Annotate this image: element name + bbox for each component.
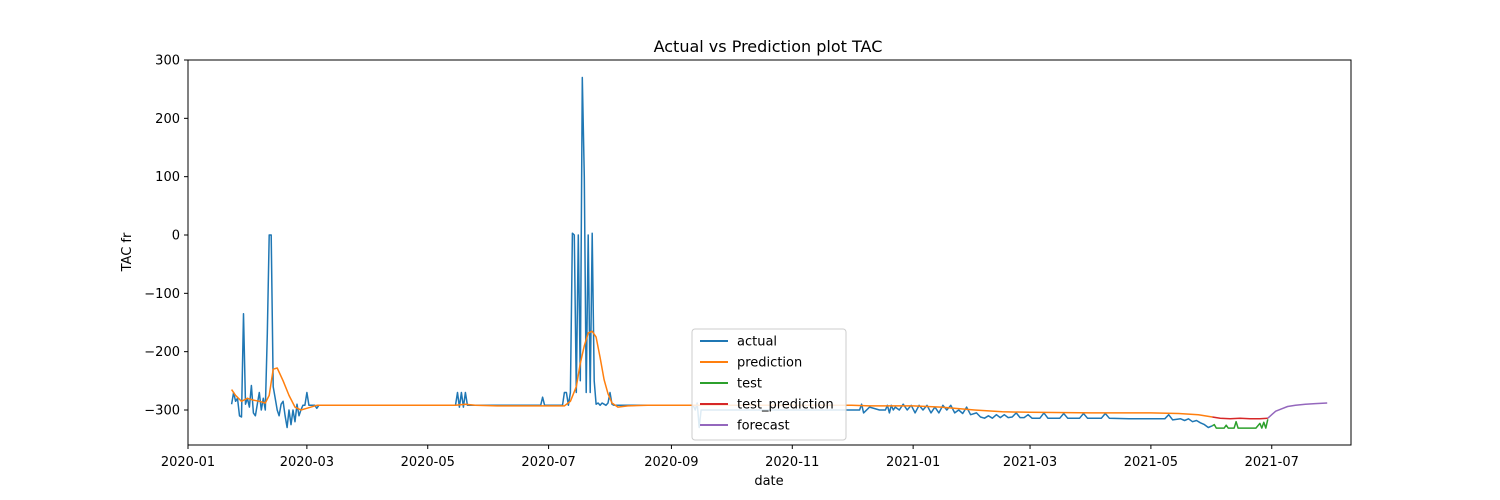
x-tick-label: 2020-09 xyxy=(644,455,698,470)
x-tick-label: 2020-11 xyxy=(765,455,819,470)
y-axis: −300 −200 −100 0 100 200 300 xyxy=(144,54,188,419)
x-axis-label: date xyxy=(754,474,783,489)
series-line-test xyxy=(1211,419,1269,429)
legend-label-actual: actual xyxy=(737,335,777,350)
series-line-actual xyxy=(230,76,1213,429)
x-axis: 2020-01 2020-03 2020-05 2020-07 2020-09 2020-… xyxy=(161,445,1299,470)
series-line-forecast xyxy=(1267,402,1328,419)
y-tick-label: −100 xyxy=(144,287,180,302)
x-tick-label: 2021-07 xyxy=(1245,455,1299,470)
legend: actual prediction test test_predictionforec… xyxy=(691,328,847,441)
legend-box xyxy=(691,328,847,441)
y-axis-label: TAC fr xyxy=(120,232,135,272)
axes-frame xyxy=(187,59,1352,446)
x-tick-label: 2020-03 xyxy=(280,455,334,470)
x-tick-label: 2020-01 xyxy=(161,455,215,470)
y-tick-label: 300 xyxy=(155,54,180,69)
y-tick-label: −300 xyxy=(144,404,180,419)
legend-label-test: test xyxy=(737,377,762,392)
x-tick-label: 2021-05 xyxy=(1124,455,1178,470)
x-tick-label: 2020-05 xyxy=(401,455,455,470)
x-tick-label: 2021-03 xyxy=(1003,455,1057,470)
x-tick-label: 2021-01 xyxy=(886,455,940,470)
series-layer xyxy=(230,76,1328,429)
y-tick-label: 200 xyxy=(155,112,180,127)
series-line-test-prediction xyxy=(1212,416,1268,420)
legend-label-prediction: prediction xyxy=(737,356,802,371)
x-tick-label: 2020-07 xyxy=(521,455,575,470)
y-tick-label: −200 xyxy=(144,345,180,360)
legend-label-test-prediction: test_prediction xyxy=(737,398,834,413)
chart-title: Actual vs Prediction plot TAC xyxy=(654,37,883,56)
y-tick-label: 100 xyxy=(155,170,180,185)
y-tick-label: 0 xyxy=(172,229,180,244)
legend-label-forecast: forecast xyxy=(737,419,790,434)
series-line-prediction xyxy=(230,330,1213,418)
